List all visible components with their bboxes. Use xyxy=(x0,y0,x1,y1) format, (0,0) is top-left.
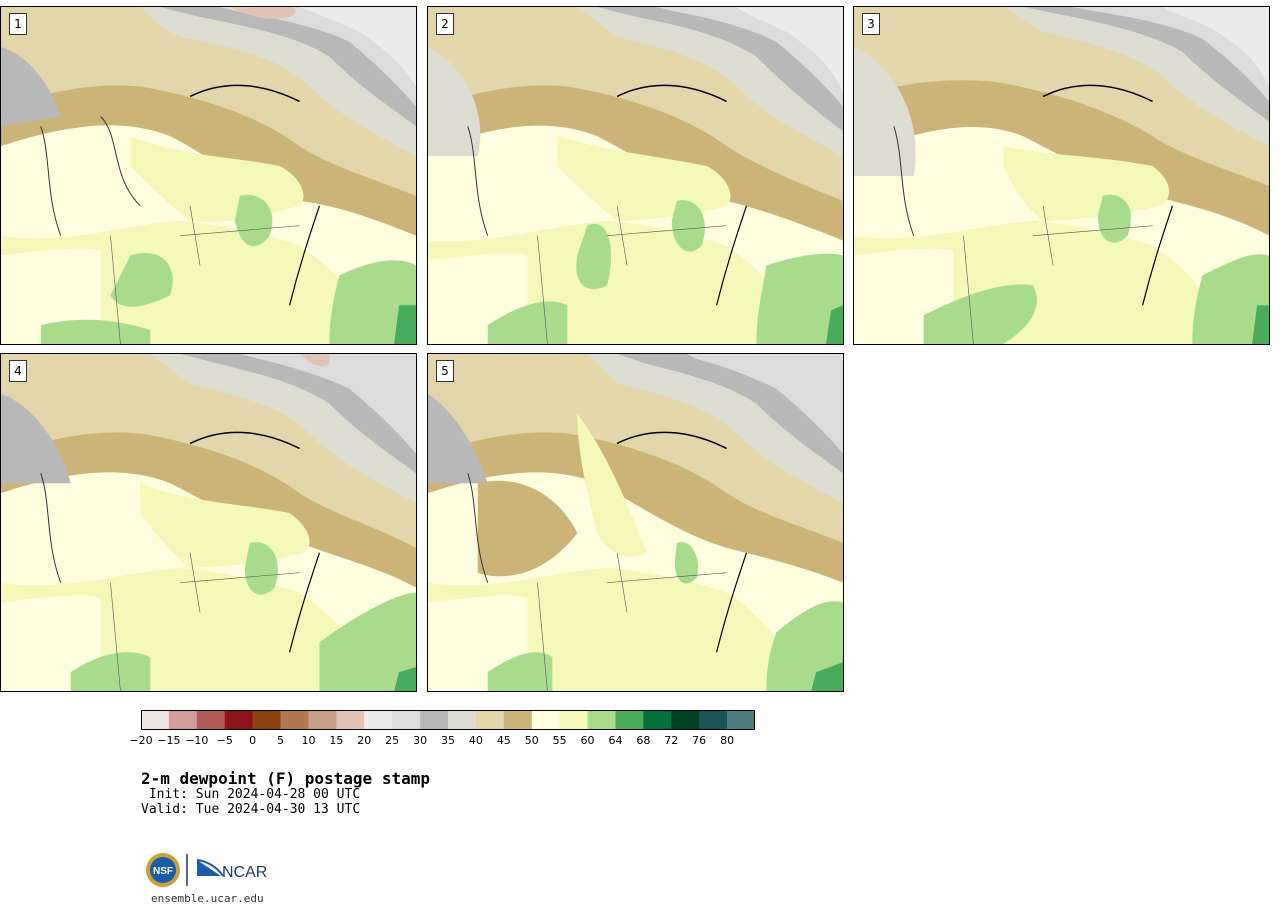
colorbar-tick-label: 60 xyxy=(580,734,595,747)
panel-number-label: 5 xyxy=(436,360,454,382)
colorbar-swatch xyxy=(615,710,644,730)
panel-number-label: 2 xyxy=(436,13,454,35)
colorbar-swatch xyxy=(643,710,672,730)
colorbar-swatch xyxy=(671,710,700,730)
colorbar-tick-label: −20 xyxy=(129,734,153,747)
ensemble-member-panel-1: 1 xyxy=(0,6,417,345)
colorbar-swatch xyxy=(280,710,309,730)
colorbar-tick-label: −5 xyxy=(216,734,233,747)
colorbar-tick-label: 5 xyxy=(277,734,285,747)
ensemble-member-panel-3: 3 xyxy=(853,6,1270,345)
ncar-mark-icon xyxy=(197,860,221,876)
colorbar-tick-label: 20 xyxy=(357,734,372,747)
colorbar-swatch xyxy=(336,710,365,730)
colorbar-swatch xyxy=(531,710,560,730)
init-time: Init: Sun 2024-04-28 00 UTC xyxy=(141,787,361,802)
colorbar-swatch xyxy=(699,710,728,730)
colorbar-tick-label: −10 xyxy=(185,734,209,747)
colorbar-tick-label: 15 xyxy=(329,734,344,747)
colorbar-border xyxy=(141,710,755,730)
dewpoint-map xyxy=(428,354,843,691)
colorbar-tick-label: 68 xyxy=(636,734,651,747)
colorbar-tick-label: 72 xyxy=(664,734,679,747)
colorbar-tick-label: 76 xyxy=(692,734,707,747)
colorbar-swatch xyxy=(308,710,337,730)
colorbar-tick-label: 45 xyxy=(496,734,511,747)
footer-url: ensemble.ucar.edu xyxy=(151,892,264,905)
colorbar-swatch xyxy=(420,710,449,730)
colorbar-swatch xyxy=(559,710,588,730)
colorbar-swatch xyxy=(503,710,533,730)
colorbar-tick-label: 64 xyxy=(608,734,623,747)
colorbar-swatch xyxy=(587,710,616,730)
dewpoint-colorbar xyxy=(141,710,755,730)
ensemble-member-panel-2: 2 xyxy=(427,6,844,345)
colorbar-swatch xyxy=(196,710,226,730)
colorbar-swatch xyxy=(475,710,505,730)
colorbar-swatch xyxy=(252,710,281,730)
dewpoint-map xyxy=(1,354,416,691)
dewpoint-map xyxy=(428,7,843,344)
colorbar-swatch xyxy=(364,710,393,730)
panel-number-label: 3 xyxy=(862,13,880,35)
colorbar-tick-label: 30 xyxy=(413,734,428,747)
colorbar-swatch xyxy=(448,710,477,730)
panel-number-label: 4 xyxy=(9,360,27,382)
colorbar-swatch xyxy=(224,710,253,730)
colorbar-tick-label: −15 xyxy=(157,734,181,747)
dewpoint-map xyxy=(1,7,416,344)
colorbar-tick-label: 0 xyxy=(249,734,257,747)
dewpoint-map xyxy=(854,7,1269,344)
nsf-logo-text: NSF xyxy=(153,866,173,877)
colorbar-tick-label: 25 xyxy=(385,734,400,747)
colorbar-swatch xyxy=(727,710,755,730)
nsf-ncar-logo: NSF NCAR xyxy=(146,853,267,887)
valid-time: Valid: Tue 2024-04-30 13 UTC xyxy=(141,802,361,817)
colorbar-tick-label: 35 xyxy=(441,734,455,747)
colorbar-tick-label: 50 xyxy=(524,734,539,747)
product-title: 2-m dewpoint (F) postage stamp xyxy=(141,769,430,788)
panel-number-label: 1 xyxy=(9,13,27,35)
colorbar-tick-label: 55 xyxy=(552,734,567,747)
colorbar-swatch xyxy=(392,710,421,730)
ensemble-member-panel-5: 5 xyxy=(427,353,844,692)
colorbar-tick-label: 10 xyxy=(301,734,316,747)
ensemble-member-panel-4: 4 xyxy=(0,353,417,692)
colorbar-tick-label: 40 xyxy=(468,734,483,747)
colorbar-swatch xyxy=(141,710,170,730)
colorbar-swatch xyxy=(168,710,198,730)
ncar-logo-text: NCAR xyxy=(222,864,267,881)
colorbar-tick-label: 80 xyxy=(720,734,735,747)
